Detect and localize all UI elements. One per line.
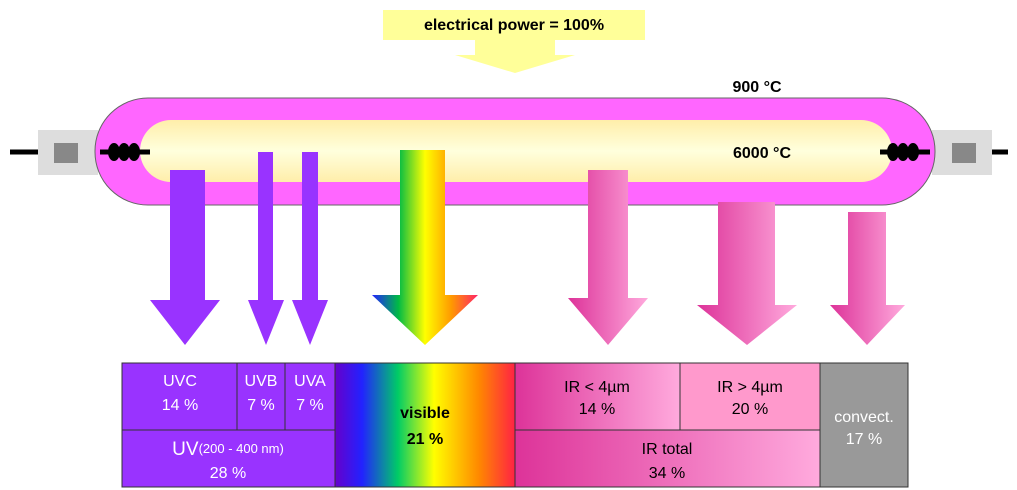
table-text: UVC 14 % UVB 7 % UVA 7 % UV(200 - 400 nm… bbox=[162, 373, 894, 482]
connector bbox=[54, 143, 78, 163]
uva-share: 7 % bbox=[296, 397, 324, 414]
uva-arrow bbox=[292, 152, 328, 345]
uvb-cell bbox=[236, 362, 286, 431]
uv-heading: UV(200 - 400 nm) bbox=[172, 439, 284, 460]
uvc-arrow bbox=[150, 170, 220, 345]
visible-label: visible bbox=[400, 405, 450, 422]
uva-label: UVA bbox=[294, 373, 326, 390]
convection-arrow bbox=[830, 212, 905, 345]
uv-range: (200 - 400 nm) bbox=[199, 441, 284, 456]
ir-long-label: IR > 4µm bbox=[717, 379, 783, 396]
visible-share: 21 % bbox=[407, 431, 443, 448]
ir-total-cell bbox=[514, 429, 821, 488]
ir-total-share: 34 % bbox=[649, 465, 685, 482]
uvb-arrow bbox=[248, 152, 284, 345]
uv-label: UV bbox=[172, 439, 199, 460]
ir-short-arrow bbox=[568, 170, 648, 345]
uv-share: 28 % bbox=[210, 465, 246, 482]
uvb-label: UVB bbox=[245, 373, 278, 390]
uv-cell bbox=[121, 429, 336, 488]
ir-short-label: IR < 4µm bbox=[564, 379, 630, 396]
visible-arrow bbox=[372, 150, 478, 345]
ir-long-arrow bbox=[697, 202, 797, 345]
ir-short-cell bbox=[514, 362, 681, 431]
arrows bbox=[150, 150, 905, 345]
power-input: electrical power = 100% bbox=[383, 10, 645, 73]
power-box bbox=[383, 10, 645, 40]
ir-short-share: 14 % bbox=[579, 401, 615, 418]
power-arrow bbox=[455, 40, 575, 73]
coil bbox=[108, 143, 919, 161]
power-label: electrical power = 100% bbox=[424, 17, 604, 34]
ir-long-share: 20 % bbox=[732, 401, 768, 418]
ir-long-cell bbox=[679, 362, 821, 431]
uvc-share: 14 % bbox=[162, 397, 198, 414]
convection-label: convect. bbox=[834, 409, 894, 426]
outer-temp: 900 °C bbox=[732, 79, 782, 96]
visible-cell bbox=[334, 362, 516, 488]
uvb-share: 7 % bbox=[247, 397, 275, 414]
uvc-label: UVC bbox=[163, 373, 197, 390]
lamp: 900 °C 6000 °C bbox=[10, 79, 1008, 206]
energy-table bbox=[121, 362, 909, 488]
ir-total-label: IR total bbox=[642, 441, 693, 458]
inner-temp: 6000 °C bbox=[733, 145, 791, 162]
connector bbox=[952, 143, 976, 163]
inner-core bbox=[140, 120, 892, 182]
convection-share: 17 % bbox=[846, 431, 882, 448]
convection-cell bbox=[819, 362, 909, 488]
